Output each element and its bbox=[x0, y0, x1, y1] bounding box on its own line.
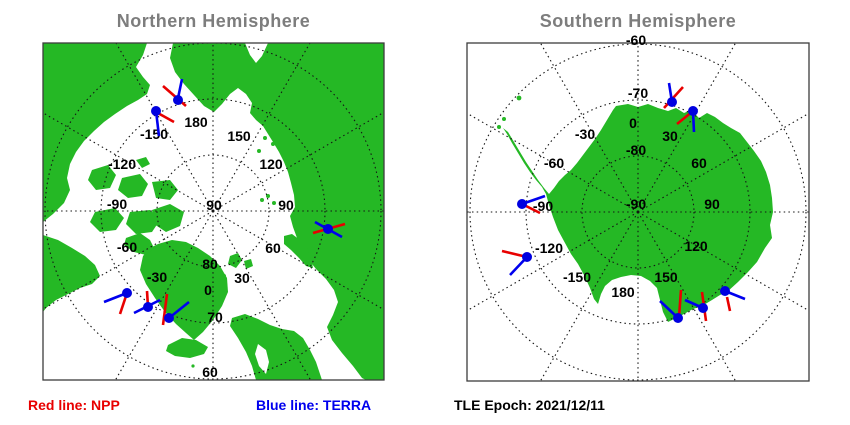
latitude-circle bbox=[100, 98, 326, 324]
south-graticule bbox=[467, 43, 809, 381]
npp-direction-line bbox=[725, 296, 732, 312]
graticule-label: -90 bbox=[533, 198, 553, 214]
graticule-label: -150 bbox=[563, 269, 591, 285]
south-title: Southern Hemisphere bbox=[539, 11, 737, 31]
graticule-label: -60 bbox=[544, 155, 564, 171]
landmass-alaska bbox=[43, 43, 150, 222]
tle-epoch: TLE Epoch: 2021/12/11 bbox=[454, 397, 605, 413]
graticule-label: -150 bbox=[140, 126, 168, 142]
arctic-archipelago bbox=[88, 157, 253, 269]
satellite-marker bbox=[161, 293, 190, 326]
graticule-label: -30 bbox=[575, 126, 595, 142]
graticule-label: -80 bbox=[626, 142, 646, 158]
landmass-canada bbox=[43, 235, 100, 312]
graticule-label: 90 bbox=[278, 197, 294, 213]
north-title: Northern Hemisphere bbox=[116, 11, 311, 31]
graticule-label: 0 bbox=[204, 282, 212, 298]
latitude-circle bbox=[156, 154, 270, 268]
satellite-position-dot bbox=[688, 106, 698, 116]
small-islands-south bbox=[497, 95, 522, 129]
graticule-label: 120 bbox=[259, 156, 283, 172]
satellite-position-dot bbox=[720, 286, 730, 296]
satellite-position-dot bbox=[122, 288, 132, 298]
graticule-label: -90 bbox=[626, 196, 646, 212]
satellite-marker bbox=[103, 288, 132, 315]
graticule-label: 30 bbox=[234, 270, 250, 286]
north-map: 180 150 120 90 60 30 0 -30 -60 -90 -120-150 90 80 70 6… bbox=[42, 42, 385, 381]
satellite-marker bbox=[659, 289, 683, 323]
north-map-border bbox=[42, 42, 385, 381]
latitude-circle bbox=[525, 99, 751, 325]
south-satellites bbox=[501, 82, 746, 323]
graticule-label: 80 bbox=[202, 256, 218, 272]
satellite-position-dot bbox=[667, 97, 677, 107]
white-sea bbox=[300, 322, 322, 346]
satellite-marker bbox=[151, 106, 175, 137]
graticule-label: 120 bbox=[684, 238, 708, 254]
satellite-marker bbox=[720, 286, 746, 312]
graticule-label: 60 bbox=[265, 240, 281, 256]
small-islands-north bbox=[191, 136, 276, 368]
satellite-marker bbox=[676, 106, 698, 133]
graticule-label: 70 bbox=[207, 309, 223, 325]
graticule-label: 150 bbox=[227, 128, 251, 144]
graticule-label: -60 bbox=[626, 32, 646, 48]
satellite-position-dot bbox=[522, 252, 532, 262]
graticule-label: 60 bbox=[202, 364, 218, 380]
graticule-label: -90 bbox=[107, 196, 127, 212]
satellite-position-dot bbox=[173, 95, 183, 105]
graticule-label: 60 bbox=[691, 155, 707, 171]
legend-npp: Red line: NPP bbox=[28, 397, 120, 413]
satellite-marker bbox=[162, 78, 187, 107]
satellite-position-dot bbox=[517, 199, 527, 209]
latitude-circle bbox=[469, 43, 807, 381]
satellite-marker bbox=[684, 291, 708, 322]
satellite-marker bbox=[133, 290, 161, 315]
island-novaya-zemlya bbox=[284, 234, 313, 268]
npp-direction-line bbox=[161, 293, 169, 326]
north-graticule bbox=[43, 43, 384, 380]
graticule-label: 90 bbox=[206, 197, 222, 213]
north-land bbox=[43, 43, 384, 380]
south-map-border bbox=[466, 42, 810, 382]
npp-direction-line bbox=[677, 289, 683, 318]
graticule-label: -120 bbox=[535, 240, 563, 256]
landmass-iceland bbox=[166, 338, 208, 358]
satellite-position-dot bbox=[151, 106, 161, 116]
graticule-label: -30 bbox=[147, 269, 167, 285]
satellite-marker bbox=[663, 82, 684, 109]
satellite-marker bbox=[312, 220, 346, 239]
latitude-circle bbox=[581, 155, 695, 269]
graticule-label: 0 bbox=[629, 115, 637, 131]
satellite-marker bbox=[501, 249, 532, 276]
south-labels: -60 -70 -80 -90 0 30 60 90 120 150 180 -150-120 -90 -… bbox=[533, 32, 720, 300]
satellite-position-dot bbox=[323, 224, 333, 234]
graticule-label: 180 bbox=[184, 114, 208, 130]
satellite-position-dot bbox=[673, 313, 683, 323]
graticule-label: -60 bbox=[117, 239, 137, 255]
satellite-position-dot bbox=[698, 303, 708, 313]
satellite-position-dot bbox=[164, 313, 174, 323]
north-labels: 180 150 120 90 60 30 0 -30 -60 -90 -120-150 90 80 70 6… bbox=[107, 114, 294, 380]
satellite-marker bbox=[517, 194, 546, 215]
graticule-label: -120 bbox=[108, 156, 136, 172]
graticule-label: 150 bbox=[654, 269, 678, 285]
landmass-eurasia bbox=[170, 43, 384, 380]
south-map: -60 -70 -80 -90 0 30 60 90 120 150 180 -150-120 -90 -… bbox=[466, 32, 810, 382]
satellite-position-dot bbox=[143, 302, 153, 312]
gulf-of-bothnia bbox=[255, 344, 269, 374]
latitude-circle bbox=[44, 43, 382, 380]
north-satellites bbox=[103, 78, 346, 326]
graticule-label: 180 bbox=[611, 284, 635, 300]
graticule-label: -70 bbox=[628, 85, 648, 101]
graticule-label: 90 bbox=[704, 196, 720, 212]
legend-terra: Blue line: TERRA bbox=[256, 397, 372, 413]
landmass-scandinavia bbox=[230, 314, 322, 380]
landmass-greenland bbox=[140, 240, 228, 340]
graticule-label: 30 bbox=[662, 128, 678, 144]
